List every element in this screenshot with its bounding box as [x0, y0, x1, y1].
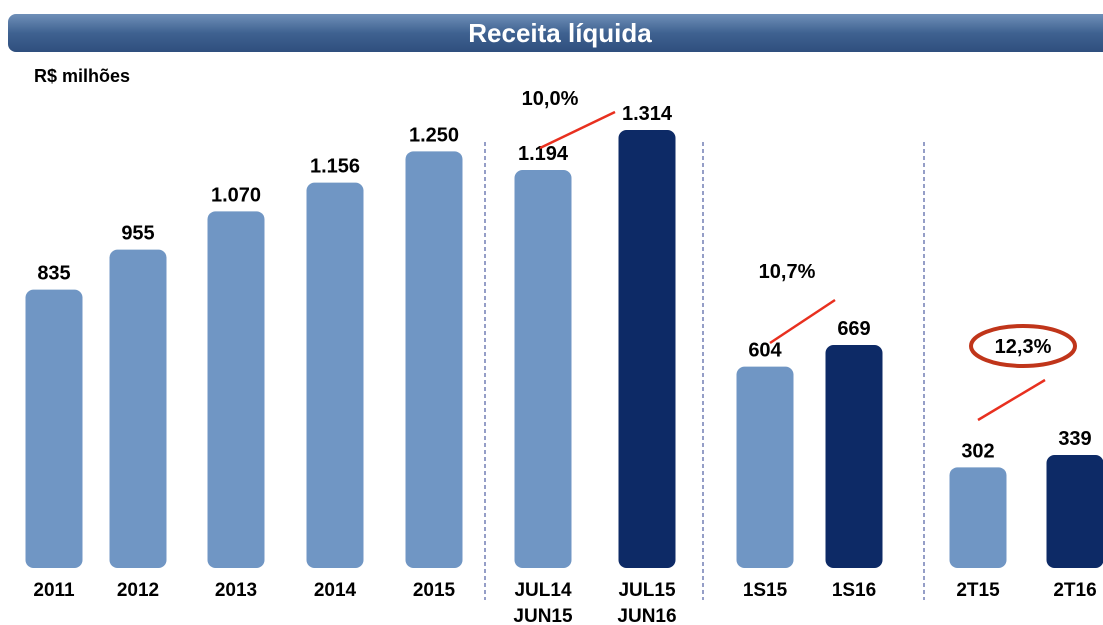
- value-label: 955: [121, 223, 154, 245]
- chart-title: Receita líquida: [468, 18, 652, 48]
- bar: [25, 289, 83, 568]
- bar: [405, 151, 463, 569]
- value-label: 1.070: [211, 184, 261, 206]
- annotation: 10,7%: [759, 261, 816, 283]
- y-axis-label: R$ milhões: [34, 66, 130, 86]
- value-label: 1.314: [622, 103, 673, 125]
- bar: [109, 249, 167, 568]
- growth-arrow: [539, 110, 616, 150]
- x-tick-label: 2013: [215, 580, 257, 601]
- bar: [207, 211, 265, 569]
- bar: [618, 130, 676, 568]
- annotation: 10,0%: [522, 88, 579, 110]
- title-bar: [8, 14, 1103, 52]
- x-tick-label: 2014: [314, 580, 357, 601]
- value-label: 1.156: [310, 156, 360, 178]
- bar: [306, 182, 364, 568]
- bar: [1046, 455, 1103, 568]
- bar: [949, 467, 1007, 568]
- growth-arrow: [977, 378, 1046, 422]
- x-tick-label: JUL14 JUN15: [513, 580, 573, 625]
- separators: [484, 142, 925, 600]
- value-label: 1.250: [409, 124, 459, 146]
- x-tick-label: 2T15: [956, 580, 1000, 601]
- x-tick-label: 1S15: [743, 580, 788, 601]
- value-label: 1.194: [518, 143, 569, 165]
- x-tick-label: 2015: [413, 580, 456, 601]
- bar: [514, 170, 572, 568]
- value-label: 669: [837, 318, 870, 340]
- x-tick-label: 2T16: [1053, 580, 1096, 601]
- highlight-ring: [969, 324, 1077, 368]
- bar: [736, 366, 794, 568]
- annotation: 12,3%: [995, 336, 1052, 358]
- x-tick-label: JUL15 JUN16: [617, 580, 676, 625]
- x-tick-label: 1S16: [832, 580, 876, 601]
- value-label: 835: [37, 263, 70, 285]
- bar: [825, 345, 883, 568]
- x-tick-label: 2011: [33, 580, 75, 601]
- x-tick-label: 2012: [117, 580, 159, 601]
- value-label: 302: [961, 440, 994, 462]
- value-label: 339: [1058, 428, 1091, 450]
- growth-arrow: [769, 298, 836, 345]
- value-label: 604: [748, 340, 782, 362]
